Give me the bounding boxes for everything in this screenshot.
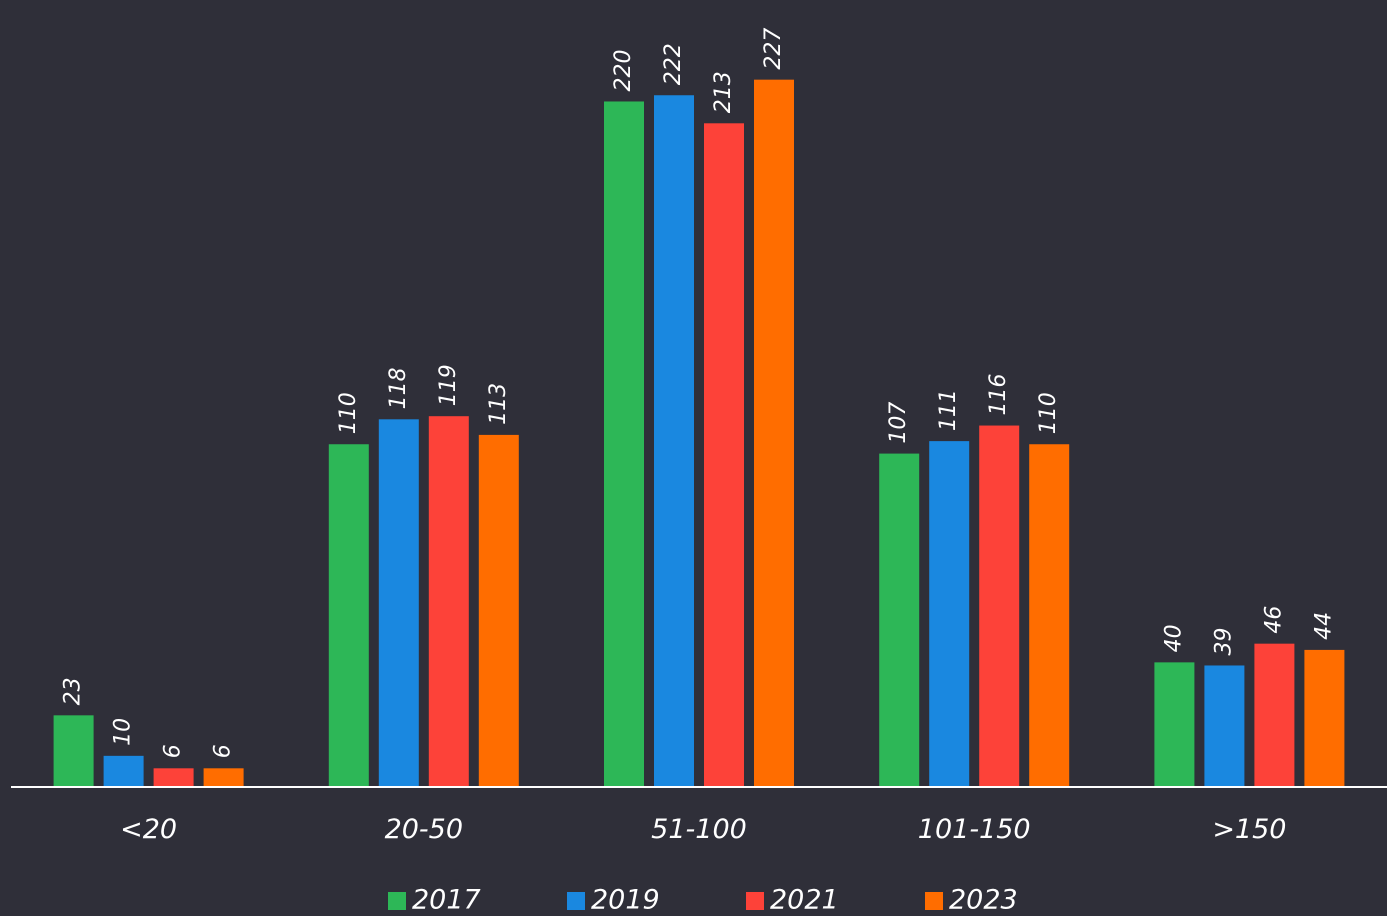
bar <box>428 416 469 787</box>
value-label: 213 <box>711 71 736 113</box>
bar <box>704 123 744 788</box>
bar <box>879 453 920 787</box>
x-tick-label: 101-150 <box>918 814 1031 845</box>
bar <box>53 715 94 787</box>
bar <box>203 768 244 787</box>
value-label: 46 <box>1261 606 1286 634</box>
legend-swatch <box>567 892 585 910</box>
value-label: 23 <box>61 677 86 705</box>
bar <box>1154 662 1195 787</box>
legend-label: 2017 <box>412 885 481 916</box>
value-label: 6 <box>161 744 186 758</box>
legend-label: 2023 <box>949 885 1018 916</box>
value-label: 44 <box>1311 612 1336 640</box>
bar <box>153 768 194 787</box>
bar <box>754 79 794 788</box>
value-label: 39 <box>1211 627 1236 655</box>
value-label: 227 <box>761 28 786 70</box>
value-label: 40 <box>1161 624 1186 652</box>
bar <box>979 425 1020 787</box>
bar <box>1304 649 1345 787</box>
value-label: 10 <box>111 718 136 746</box>
value-label: 6 <box>211 744 236 758</box>
legend-swatch <box>388 892 406 910</box>
value-label: 110 <box>336 392 361 434</box>
x-tick-label: 20-50 <box>385 814 463 845</box>
value-label: 110 <box>1036 392 1061 434</box>
bar <box>1029 444 1070 787</box>
x-tick-label: >150 <box>1212 814 1286 845</box>
bar <box>378 419 419 787</box>
value-label: 220 <box>611 49 636 91</box>
value-label: 118 <box>386 367 411 409</box>
bar <box>328 444 369 787</box>
value-label: 222 <box>661 43 686 85</box>
x-tick-label: 51-100 <box>651 814 747 845</box>
bar <box>929 441 970 787</box>
bar <box>1254 643 1295 787</box>
bar <box>604 101 644 788</box>
legend-label: 2019 <box>591 885 660 916</box>
bar <box>478 434 519 787</box>
value-label: 111 <box>936 389 961 431</box>
legend-label: 2021 <box>770 885 839 916</box>
legend-swatch <box>925 892 943 910</box>
bar <box>1204 665 1245 787</box>
value-label: 119 <box>436 364 461 406</box>
bar <box>654 95 694 788</box>
value-label: 113 <box>486 383 511 425</box>
value-label: 107 <box>886 402 911 444</box>
x-tick-label: <20 <box>120 814 177 845</box>
bar <box>103 755 144 787</box>
legend-swatch <box>746 892 764 910</box>
value-label: 116 <box>986 374 1011 416</box>
